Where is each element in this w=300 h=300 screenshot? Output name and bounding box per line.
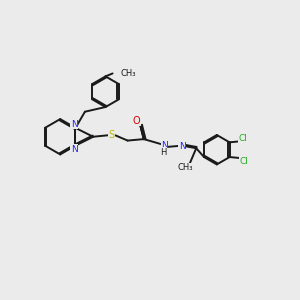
Text: Cl: Cl xyxy=(239,157,248,166)
Text: N: N xyxy=(161,141,168,150)
Text: H: H xyxy=(160,148,167,157)
Text: Cl: Cl xyxy=(238,134,247,143)
Text: N: N xyxy=(70,145,77,154)
Text: S: S xyxy=(108,130,115,140)
Text: N: N xyxy=(179,142,185,151)
Text: CH₃: CH₃ xyxy=(178,164,193,172)
Text: O: O xyxy=(133,116,141,126)
Text: N: N xyxy=(70,120,77,129)
Text: CH₃: CH₃ xyxy=(121,69,136,78)
